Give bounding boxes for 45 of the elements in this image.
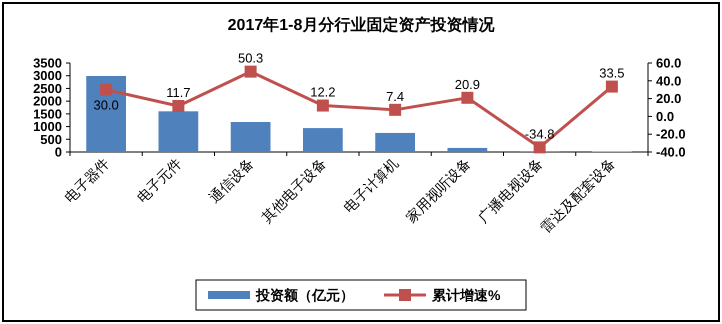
bar: [448, 148, 488, 152]
y-tick-label: 500: [40, 132, 62, 147]
x-tick-label: 电子器件: [61, 154, 112, 206]
point: [606, 80, 618, 93]
y-tick-label: 0: [54, 144, 62, 160]
point: [172, 100, 184, 112]
x-tick-label: 通信设备: [206, 154, 257, 206]
x-tick-label: 家用视听设备: [402, 154, 474, 226]
bar: [375, 132, 415, 152]
y-tick-label: 3000: [33, 68, 62, 84]
point: [316, 100, 329, 112]
data-label: -34.8: [524, 126, 554, 142]
x-tick-label: 其他电子设备: [258, 154, 329, 226]
point: [244, 66, 257, 78]
y2-tick-label: 60.0: [656, 56, 682, 70]
y-tick-label: 1000: [33, 119, 62, 134]
y-tick-label: 3500: [33, 56, 62, 70]
bar: [230, 122, 270, 152]
chart-title: 2017年1-8月分行业固定资产投资情况: [228, 16, 496, 34]
point: [461, 92, 474, 104]
y2-tick-label: -40.0: [656, 144, 686, 160]
y2-tick-label: -20.0: [656, 126, 686, 142]
point: [100, 84, 112, 96]
data-label: 33.5: [599, 66, 625, 81]
data-label: 50.3: [238, 50, 264, 66]
y-tick-label: 1500: [33, 106, 62, 122]
y-tick-label: 2000: [33, 94, 62, 109]
bar: [86, 76, 126, 152]
data-label: 7.4: [386, 88, 404, 104]
bar: [158, 111, 198, 152]
x-tick-label: 电子元件: [134, 154, 184, 206]
legend-label: 投资额（亿元）: [255, 287, 354, 303]
data-label: 20.9: [454, 76, 480, 92]
bar: [303, 128, 343, 152]
y2-tick-label: 0.0: [656, 108, 674, 124]
data-label: 12.2: [310, 84, 336, 100]
data-label: 11.7: [166, 84, 191, 100]
legend-label: 累计增速%: [431, 287, 501, 303]
y-tick-label: 2500: [33, 80, 62, 96]
point: [389, 104, 402, 116]
point: [534, 141, 546, 154]
x-tick-label: 电子计算机: [340, 154, 402, 216]
y2-tick-label: 40.0: [656, 73, 682, 88]
data-label: 30.0: [93, 98, 119, 113]
y2-tick-label: 20.0: [656, 91, 682, 106]
